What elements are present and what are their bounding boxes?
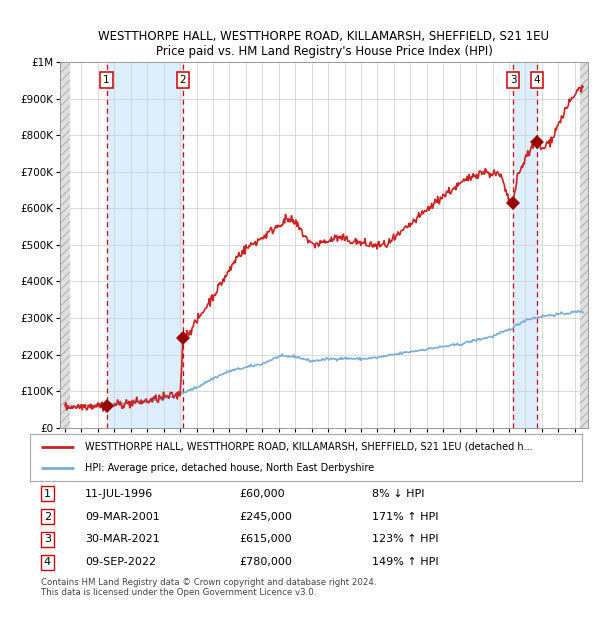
Title: WESTTHORPE HALL, WESTTHORPE ROAD, KILLAMARSH, SHEFFIELD, S21 1EU
Price paid vs. : WESTTHORPE HALL, WESTTHORPE ROAD, KILLAM… [98,30,550,58]
Text: 149% ↑ HPI: 149% ↑ HPI [372,557,439,567]
Text: 4: 4 [44,557,51,567]
Text: 3: 3 [44,534,51,544]
Text: 8% ↓ HPI: 8% ↓ HPI [372,489,425,498]
Text: £245,000: £245,000 [240,512,293,521]
Text: £60,000: £60,000 [240,489,286,498]
Text: £615,000: £615,000 [240,534,292,544]
Text: HPI: Average price, detached house, North East Derbyshire: HPI: Average price, detached house, Nort… [85,463,374,473]
Text: £780,000: £780,000 [240,557,293,567]
Text: 123% ↑ HPI: 123% ↑ HPI [372,534,439,544]
Text: 1: 1 [44,489,51,498]
Text: WESTTHORPE HALL, WESTTHORPE ROAD, KILLAMARSH, SHEFFIELD, S21 1EU (detached h...: WESTTHORPE HALL, WESTTHORPE ROAD, KILLAM… [85,441,533,451]
Bar [107,62,183,428]
Text: 1: 1 [103,75,110,86]
Text: 3: 3 [509,75,517,86]
Bar [513,62,537,428]
Text: 2: 2 [44,512,51,521]
Text: 09-SEP-2022: 09-SEP-2022 [85,557,157,567]
Text: Contains HM Land Registry data © Crown copyright and database right 2024.
This d: Contains HM Land Registry data © Crown c… [41,578,377,597]
Text: 11-JUL-1996: 11-JUL-1996 [85,489,154,498]
Text: 2: 2 [180,75,187,86]
Text: 09-MAR-2001: 09-MAR-2001 [85,512,160,521]
Text: 171% ↑ HPI: 171% ↑ HPI [372,512,439,521]
Text: 30-MAR-2021: 30-MAR-2021 [85,534,160,544]
Text: 4: 4 [533,75,540,86]
